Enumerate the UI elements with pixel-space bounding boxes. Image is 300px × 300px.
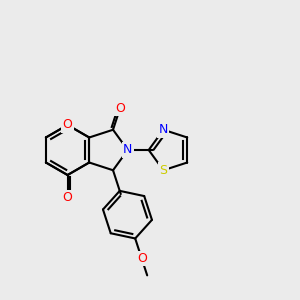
Text: S: S [159, 164, 167, 177]
Text: N: N [159, 123, 168, 136]
Text: N: N [123, 143, 132, 157]
Text: O: O [63, 191, 73, 204]
Text: O: O [115, 102, 125, 115]
Text: O: O [63, 118, 73, 131]
Text: O: O [137, 252, 147, 265]
